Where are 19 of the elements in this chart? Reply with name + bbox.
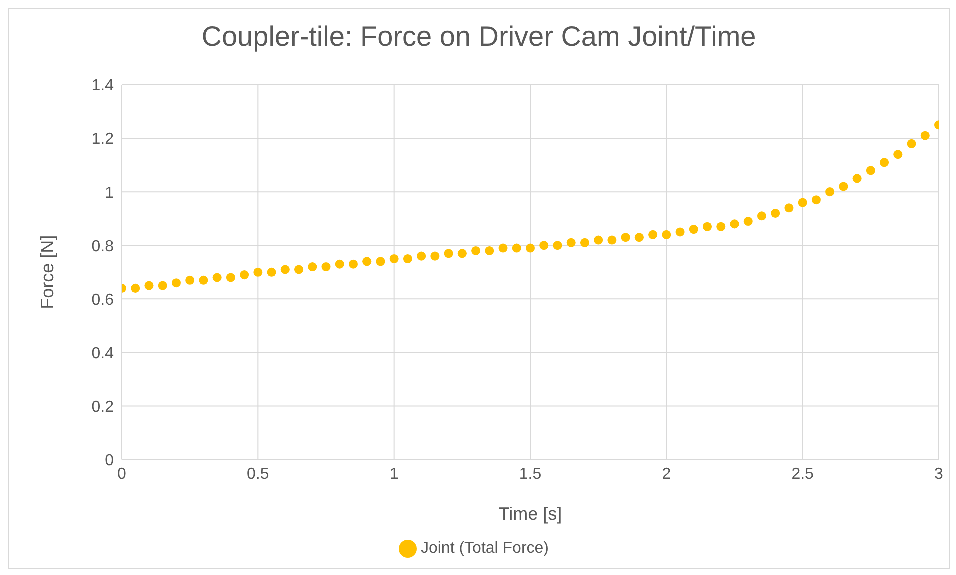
y-axis-title: Force [N] <box>37 235 58 310</box>
y-tick-label: 0 <box>105 452 114 470</box>
y-tick-label: 1.2 <box>92 131 114 148</box>
x-tick-label: 2 <box>662 466 672 484</box>
x-tick-label: 3 <box>934 466 944 484</box>
x-tick-label: 0.5 <box>247 466 270 484</box>
y-tick-label: 0.2 <box>92 398 114 416</box>
y-tick-label: 0.8 <box>92 238 114 256</box>
x-axis-title: Time [s] <box>498 504 562 524</box>
y-tick-label: 0.4 <box>92 345 114 362</box>
x-tick-label: 0 <box>118 466 127 484</box>
x-tick-label: 2.5 <box>792 466 814 484</box>
y-tick-label: 0.6 <box>92 292 114 309</box>
y-tick-label: 1 <box>105 184 114 202</box>
y-tick-label: 1.4 <box>92 78 114 95</box>
x-tick-label: 1.5 <box>519 466 542 484</box>
legend-label: Joint (Total Force) <box>420 540 550 557</box>
x-tick-label: 1 <box>390 466 399 484</box>
chart-title: Coupler-tile: Force on Driver Cam Joint/Time <box>200 20 758 54</box>
